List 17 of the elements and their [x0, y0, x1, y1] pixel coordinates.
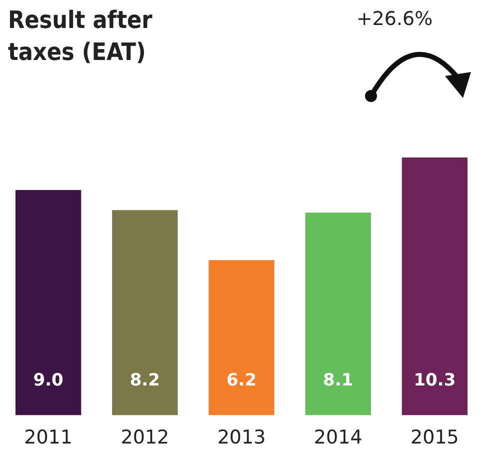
chart-title: Result after taxes (EAT) [8, 5, 154, 68]
data-label: 6.2 [226, 370, 257, 391]
bar [305, 212, 371, 416]
x-tick-label: 2015 [410, 426, 459, 449]
x-tick-label: 2012 [120, 426, 170, 449]
x-tick-label: 2014 [314, 426, 362, 449]
x-tick-label: 2013 [217, 426, 266, 449]
bar [402, 158, 468, 416]
data-label: 8.2 [130, 370, 160, 391]
data-label: 10.3 [414, 370, 456, 391]
data-label: 8.1 [323, 370, 354, 391]
bar [15, 190, 82, 416]
x-tick-label: 2011 [24, 426, 72, 449]
bar [112, 210, 178, 416]
text: +26.6% [356, 8, 433, 30]
data-label: 9.0 [33, 370, 64, 391]
bar [208, 260, 274, 416]
